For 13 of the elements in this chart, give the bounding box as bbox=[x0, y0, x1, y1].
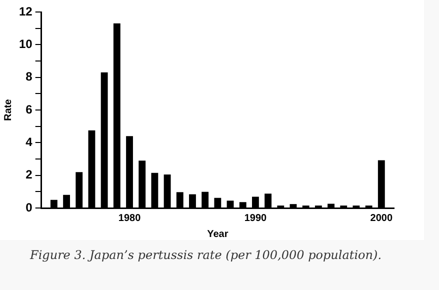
y-tick-label: 10 bbox=[18, 36, 33, 51]
x-tick-label: 1980 bbox=[118, 212, 142, 224]
y-tick-label: 2 bbox=[26, 168, 33, 182]
x-axis-title: Year bbox=[207, 228, 228, 240]
y-tick-label: 12 bbox=[18, 4, 33, 18]
caption: Figure 3. Japan’s pertussis rate (per 100,000 population). bbox=[28, 247, 383, 262]
y-tick-label: 0 bbox=[26, 200, 33, 214]
y-axis-title: Rate bbox=[2, 98, 14, 121]
y-tick-label: 4 bbox=[26, 134, 33, 149]
y-tick-label: 6 bbox=[26, 102, 33, 116]
y-tick-label: 8 bbox=[26, 70, 33, 84]
x-tick-label: 2000 bbox=[370, 212, 393, 224]
x-tick-label: 1990 bbox=[244, 212, 268, 224]
